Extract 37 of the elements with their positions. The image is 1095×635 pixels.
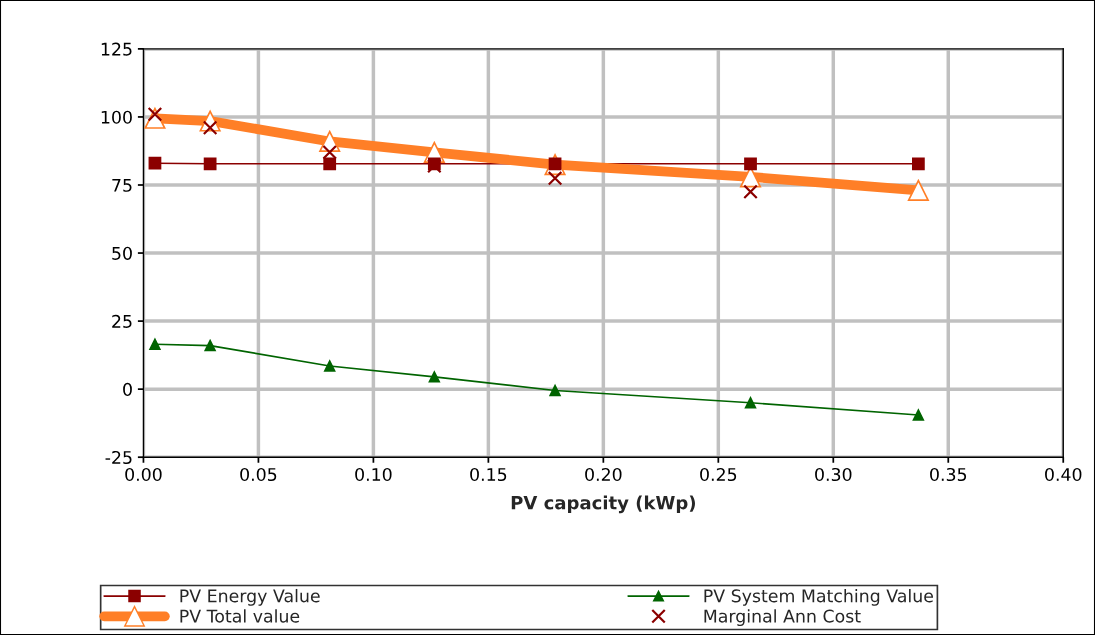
x-axis-title: PV capacity (kWp) (511, 495, 695, 514)
y-tick-label: 125 (101, 42, 132, 56)
legend-label: PV Energy Value (180, 588, 320, 606)
x-tick-label: 0.30 (815, 467, 852, 482)
point (148, 156, 162, 170)
point (744, 157, 757, 171)
point (549, 384, 561, 397)
y-tick-label: 75 (112, 178, 132, 192)
x-tick-label: 0.00 (125, 467, 162, 482)
x-tick-label: 0.40 (1045, 467, 1082, 482)
point (323, 157, 337, 171)
point (911, 157, 925, 171)
point (324, 360, 336, 372)
point (322, 144, 338, 160)
point (149, 338, 161, 350)
point (428, 371, 441, 383)
point (203, 157, 217, 171)
point (204, 339, 216, 352)
legend-label: PV System Matching Value (704, 588, 934, 606)
x-tick-label: 0.05 (240, 467, 277, 482)
y-tick-label: -25 (105, 450, 132, 465)
y-tick-label: 100 (101, 110, 132, 124)
x-tick-label: 0.25 (700, 467, 737, 482)
y-tick-label: 0 (123, 382, 132, 396)
point (743, 184, 758, 200)
y-tick-label: 25 (112, 314, 132, 328)
point (912, 409, 925, 421)
y-tick-label: 50 (112, 246, 132, 260)
point (744, 397, 757, 409)
x-tick-label: 0.10 (355, 467, 392, 482)
x-tick-label: 0.15 (470, 467, 507, 482)
legend-label: PV Total value (180, 609, 300, 623)
point (907, 179, 929, 201)
legend-label: Marginal Ann Cost (704, 609, 861, 627)
x-tick-label: 0.35 (930, 467, 967, 482)
x-tick-label: 0.20 (585, 467, 622, 482)
point (547, 170, 563, 186)
